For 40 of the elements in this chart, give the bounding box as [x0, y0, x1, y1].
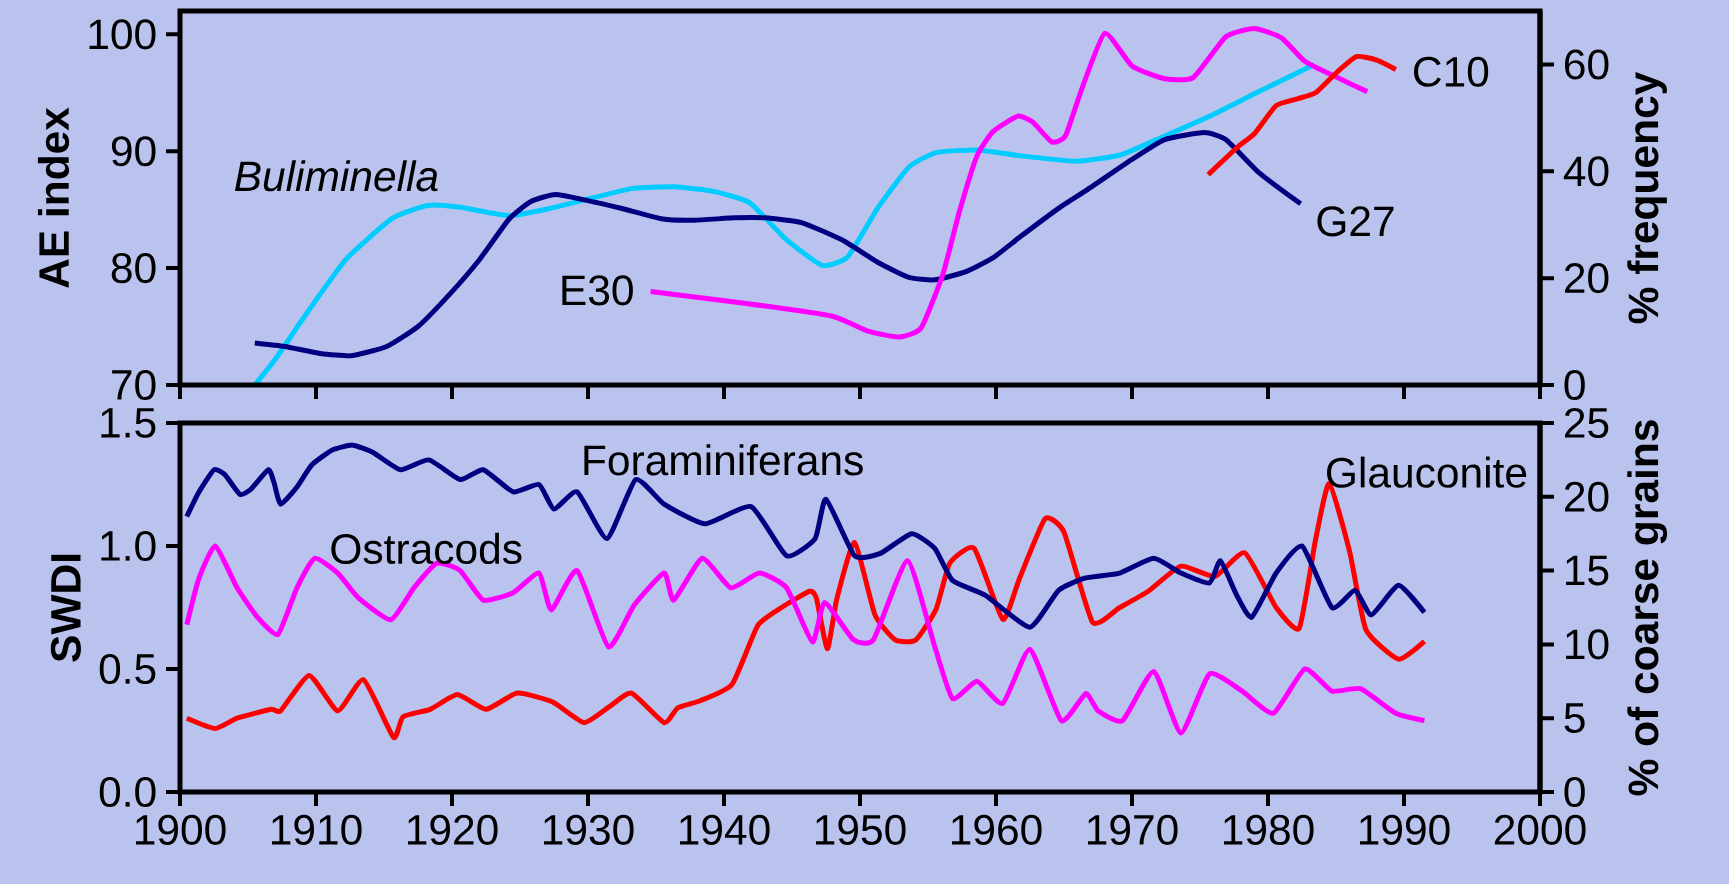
y-tick-label: 90	[111, 136, 156, 167]
y2-tick-label: 40	[1563, 156, 1609, 187]
y-axis-title: AE index	[37, 107, 70, 288]
x-tick-label: 1990	[1359, 814, 1450, 845]
series-label: Foraminiferans	[584, 444, 863, 476]
x-tick-label: 1950	[815, 814, 906, 845]
x-tick-label: 1960	[951, 814, 1042, 845]
y2-axis-title: % frequency	[1627, 71, 1667, 324]
y-axis-title: SWDI	[50, 554, 81, 662]
series-label: E30	[562, 275, 633, 306]
series-label: C10	[1414, 56, 1489, 87]
y-tick-label: 80	[111, 253, 156, 284]
y-tick-label: 70	[112, 369, 156, 401]
y2-tick-label: 15	[1566, 555, 1609, 586]
y2-tick-label: 0	[1564, 369, 1585, 401]
y-tick-label: 1.0	[101, 530, 156, 562]
y-tick-label: 1.5	[101, 408, 156, 438]
y-tick-label: 100	[89, 19, 156, 50]
y2-tick-label: 60	[1564, 49, 1609, 80]
x-tick-label: 1930	[543, 814, 634, 845]
y-tick-label: 0.0	[99, 776, 156, 808]
series-label: Glauconite	[1327, 456, 1527, 488]
x-tick-label: 1920	[407, 814, 498, 845]
y2-tick-label: 20	[1564, 263, 1609, 294]
x-tick-label: 1900	[135, 814, 226, 845]
y2-tick-label: 20	[1564, 481, 1609, 512]
series-label: Ostracods	[331, 532, 522, 565]
y2-axis-title: % of coarse grains	[1627, 420, 1668, 796]
y2-tick-label: 0	[1564, 776, 1585, 808]
series-label: G27	[1317, 206, 1394, 237]
x-tick-label: 1910	[271, 814, 362, 845]
x-tick-label: 1980	[1223, 814, 1314, 845]
y-tick-label: 0.5	[99, 653, 156, 685]
x-tick-label: 2000	[1494, 814, 1586, 845]
x-tick-label: 1940	[679, 814, 770, 845]
y2-tick-label: 10	[1566, 629, 1609, 660]
x-tick-label: 1970	[1087, 814, 1178, 845]
y2-tick-label: 25	[1564, 407, 1609, 439]
y2-tick-label: 5	[1564, 703, 1585, 734]
series-label: Buliminella	[234, 160, 438, 192]
